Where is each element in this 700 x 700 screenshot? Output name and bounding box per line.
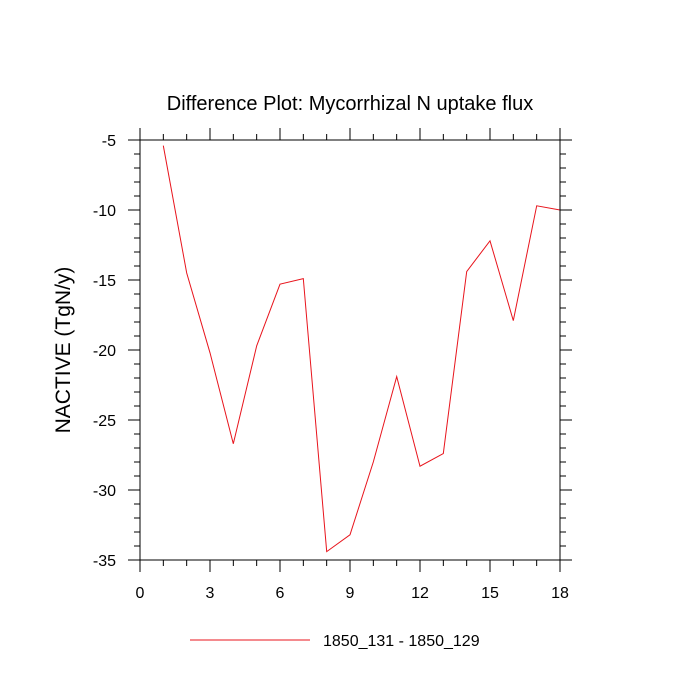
y-tick-label: -30 <box>93 483 116 500</box>
y-tick-label: -5 <box>102 133 116 150</box>
y-tick-label: -25 <box>93 413 116 430</box>
x-tick-label: 18 <box>551 585 569 602</box>
minor-ticks <box>134 134 566 566</box>
series-line <box>162 145 561 553</box>
y-tick-label: -15 <box>93 273 116 290</box>
y-tick-label: -20 <box>93 343 116 360</box>
legend-label: 1850_131 - 1850_129 <box>323 633 480 650</box>
x-tick-label: 12 <box>411 585 429 602</box>
y-axis-label: NACTIVE (TgN/y) <box>52 267 75 434</box>
x-tick-label: 0 <box>136 585 145 602</box>
y-tick-label: -35 <box>93 553 116 570</box>
major-ticks <box>128 128 572 572</box>
chart-title: Difference Plot: Mycorrhizal N uptake fl… <box>167 93 533 115</box>
y-tick-label: -10 <box>93 203 116 220</box>
plot-frame <box>139 139 561 561</box>
series-layer <box>162 145 561 553</box>
x-tick-label: 9 <box>346 585 355 602</box>
legend: 1850_131 - 1850_129 <box>190 633 480 650</box>
y-tick-labels: -5 -10 -15 -20 -25 -30 -35 <box>93 133 116 570</box>
x-tick-labels: 0 3 6 9 12 15 18 <box>136 585 569 602</box>
x-tick-label: 6 <box>276 585 285 602</box>
x-tick-label: 3 <box>206 585 215 602</box>
x-tick-label: 15 <box>481 585 499 602</box>
